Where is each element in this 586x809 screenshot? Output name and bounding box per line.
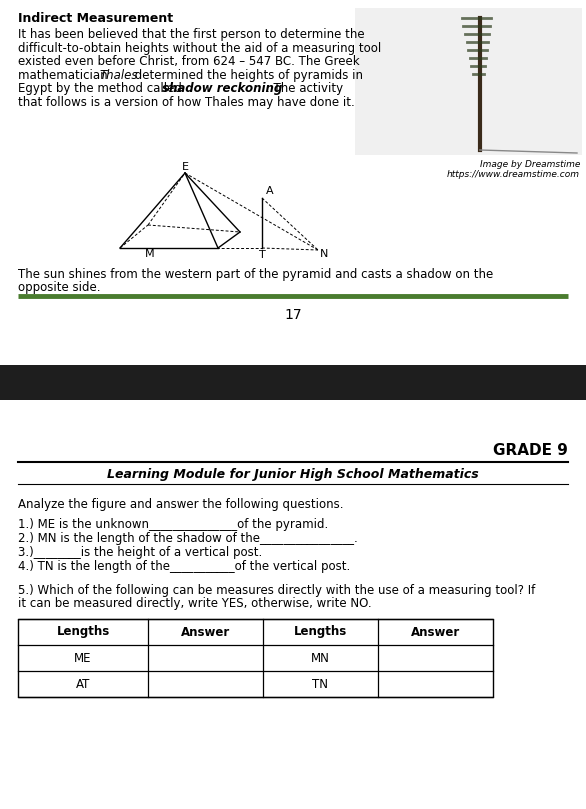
Text: 1.) ME is the unknown_______________of the pyramid.: 1.) ME is the unknown_______________of t…	[18, 518, 328, 531]
Text: Learning Module for Junior High School Mathematics: Learning Module for Junior High School M…	[107, 468, 479, 481]
Text: 3.)________is the height of a vertical post.: 3.)________is the height of a vertical p…	[18, 546, 263, 559]
Text: N: N	[320, 249, 328, 259]
Text: shadow reckoning: shadow reckoning	[162, 82, 282, 95]
Text: Egypt by the method called: Egypt by the method called	[18, 82, 186, 95]
Text: Lengths: Lengths	[56, 625, 110, 638]
Text: Image by Dreamstime: Image by Dreamstime	[479, 160, 580, 169]
Text: ME: ME	[74, 651, 92, 664]
Text: Answer: Answer	[411, 625, 460, 638]
Text: it can be measured directly, write YES, otherwise, write NO.: it can be measured directly, write YES, …	[18, 597, 372, 610]
Text: . The activity: . The activity	[266, 82, 343, 95]
Text: 5.) Which of the following can be measures directly with the use of a measuring : 5.) Which of the following can be measur…	[18, 584, 535, 597]
Text: Thales: Thales	[99, 69, 138, 82]
Text: Lengths: Lengths	[294, 625, 347, 638]
Text: https://www.dreamstime.com: https://www.dreamstime.com	[447, 170, 580, 179]
Text: E: E	[182, 162, 189, 172]
Text: TN: TN	[312, 677, 329, 691]
Bar	[18, 619, 493, 697]
Text: T: T	[258, 250, 265, 260]
Text: The sun shines from the western part of the pyramid and casts a shadow on the: The sun shines from the western part of …	[18, 268, 493, 281]
Text: 17: 17	[284, 308, 302, 322]
Text: AT: AT	[76, 677, 90, 691]
Bar	[0, 365, 586, 400]
Text: difficult-to-obtain heights without the aid of a measuring tool: difficult-to-obtain heights without the …	[18, 41, 381, 54]
Text: mathematician: mathematician	[18, 69, 111, 82]
Text: A: A	[266, 186, 274, 196]
Text: Answer: Answer	[181, 625, 230, 638]
Text: It has been believed that the first person to determine the: It has been believed that the first pers…	[18, 28, 364, 41]
Text: M: M	[145, 249, 155, 259]
Text: opposite side.: opposite side.	[18, 281, 101, 294]
Text: 2.) MN is the length of the shadow of the________________.: 2.) MN is the length of the shadow of th…	[18, 532, 357, 545]
Text: GRADE 9: GRADE 9	[493, 443, 568, 458]
Text: existed even before Christ, from 624 – 547 BC. The Greek: existed even before Christ, from 624 – 5…	[18, 55, 360, 68]
Bar	[355, 8, 582, 155]
Text: 4.) TN is the length of the___________of the vertical post.: 4.) TN is the length of the___________of…	[18, 560, 350, 573]
Text: Analyze the figure and answer the following questions.: Analyze the figure and answer the follow…	[18, 498, 343, 511]
Text: that follows is a version of how Thales may have done it.: that follows is a version of how Thales …	[18, 95, 355, 108]
Text: MN: MN	[311, 651, 330, 664]
Text: Indirect Measurement: Indirect Measurement	[18, 12, 173, 25]
Text: determined the heights of pyramids in: determined the heights of pyramids in	[131, 69, 363, 82]
